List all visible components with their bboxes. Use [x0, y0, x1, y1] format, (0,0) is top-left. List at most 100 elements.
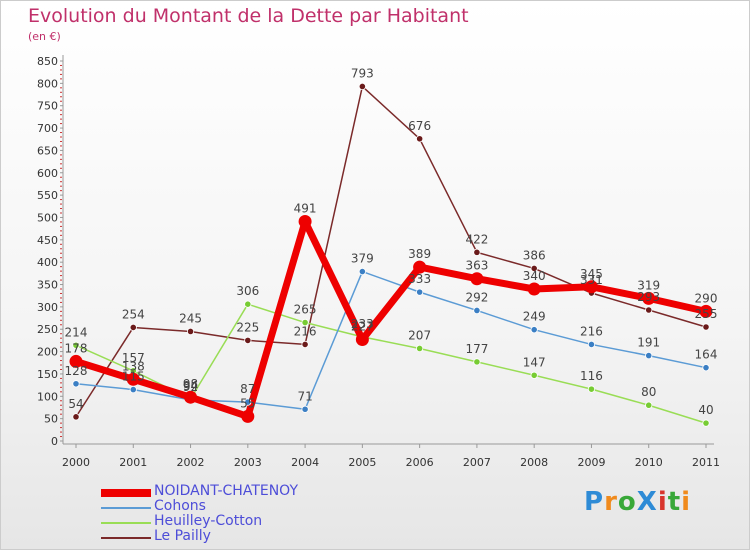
y-tick-label: 100 — [37, 390, 58, 403]
y-tick-label: 200 — [37, 346, 58, 359]
data-label-heuilley-cotton: 265 — [294, 303, 317, 317]
legend-swatch-cohons — [101, 507, 151, 509]
logo-letter: o — [617, 487, 637, 517]
data-label-cohons: 92 — [183, 380, 198, 394]
series-line-heuilley-cotton — [75, 303, 707, 424]
data-label-noidant-chatenoy: 491 — [294, 201, 317, 215]
data-label-noidant-chatenoy: 227 — [351, 320, 374, 334]
data-point-noidant-chatenoy — [584, 280, 598, 294]
legend-swatch-le-pailly — [101, 537, 151, 539]
data-point-heuilley-cotton — [702, 419, 710, 427]
logo-letter: i — [657, 487, 668, 517]
data-label-heuilley-cotton: 306 — [236, 284, 259, 298]
data-point-heuilley-cotton — [416, 344, 424, 353]
data-label-le-pailly: 422 — [465, 232, 488, 246]
data-label-cohons: 164 — [695, 348, 718, 362]
y-tick-label: 300 — [37, 301, 58, 314]
data-label-le-pailly: 676 — [408, 119, 431, 133]
data-label-noidant-chatenoy: 340 — [523, 269, 546, 283]
data-point-noidant-chatenoy — [413, 260, 427, 274]
x-tick-label: 2001 — [119, 456, 147, 469]
data-label-noidant-chatenoy: 55 — [240, 396, 255, 410]
logo-letter: t — [667, 487, 682, 517]
y-tick-label: 350 — [37, 279, 58, 292]
y-tick-label: 0 — [51, 435, 58, 448]
data-label-cohons: 249 — [523, 310, 546, 324]
data-point-le-pailly — [645, 306, 653, 314]
y-tick-label: 50 — [44, 413, 58, 426]
data-label-cohons: 333 — [408, 272, 431, 286]
data-label-cohons: 128 — [65, 364, 88, 378]
series-line-le-pailly — [75, 85, 707, 418]
data-label-le-pailly: 793 — [351, 66, 374, 80]
data-point-cohons — [473, 306, 481, 315]
data-label-noidant-chatenoy: 345 — [580, 267, 603, 281]
y-tick-label: 550 — [37, 189, 58, 202]
y-tick-label: 650 — [37, 144, 58, 157]
data-label-cohons: 87 — [240, 382, 255, 396]
x-tick-label: 2009 — [577, 456, 605, 469]
data-label-le-pailly: 54 — [68, 397, 83, 411]
data-point-le-pailly — [301, 340, 309, 349]
data-label-heuilley-cotton: 214 — [65, 325, 88, 339]
logo-letter: i — [681, 487, 692, 517]
data-point-noidant-chatenoy — [69, 354, 83, 368]
data-label-noidant-chatenoy: 319 — [637, 278, 660, 292]
data-point-le-pailly — [186, 327, 195, 336]
data-label-le-pailly: 225 — [236, 320, 259, 334]
legend-label-noidant-chatenoy: NOIDANT-CHATENOY — [154, 483, 298, 499]
y-tick-label: 850 — [37, 55, 58, 68]
data-label-noidant-chatenoy: 290 — [695, 291, 718, 305]
data-point-noidant-chatenoy — [642, 291, 656, 305]
data-label-le-pailly: 255 — [695, 307, 718, 321]
data-label-le-pailly: 386 — [523, 248, 546, 262]
y-tick-label: 750 — [37, 100, 58, 113]
data-point-cohons — [587, 340, 596, 349]
series-line-cohons — [75, 270, 707, 411]
y-tick-label: 500 — [37, 211, 58, 224]
data-point-heuilley-cotton — [301, 318, 309, 327]
y-tick-label: 250 — [37, 323, 58, 336]
data-label-noidant-chatenoy: 98 — [183, 377, 198, 391]
data-point-noidant-chatenoy — [470, 272, 484, 286]
y-tick-label: 600 — [37, 167, 58, 180]
data-point-heuilley-cotton — [244, 300, 252, 308]
y-tick-label: 400 — [37, 256, 58, 269]
data-point-noidant-chatenoy — [126, 372, 140, 386]
data-label-heuilley-cotton: 177 — [465, 342, 488, 356]
data-point-cohons — [530, 326, 538, 334]
chart-unit: (en €) — [28, 30, 61, 43]
proxiti-logo: ProXiti — [584, 487, 691, 517]
x-tick-label: 2008 — [520, 456, 548, 469]
data-point-heuilley-cotton — [530, 371, 538, 379]
data-point-cohons — [702, 364, 710, 372]
data-label-noidant-chatenoy: 363 — [465, 259, 488, 273]
data-point-noidant-chatenoy — [241, 409, 255, 423]
data-point-noidant-chatenoy — [699, 304, 713, 318]
x-tick-label: 2006 — [406, 456, 434, 469]
data-point-cohons — [645, 352, 653, 360]
data-point-cohons — [129, 385, 137, 394]
data-point-noidant-chatenoy — [527, 282, 541, 296]
logo-letter: r — [604, 487, 618, 517]
data-point-cohons — [416, 288, 424, 296]
data-label-le-pailly: 254 — [122, 307, 145, 321]
data-label-heuilley-cotton: 94 — [183, 379, 198, 393]
data-point-le-pailly — [416, 135, 424, 143]
data-point-le-pailly — [702, 323, 710, 331]
x-tick-label: 2002 — [177, 456, 205, 469]
x-tick-label: 2010 — [635, 456, 663, 469]
legend-swatch-noidant-chatenoy — [101, 489, 151, 497]
data-point-noidant-chatenoy — [184, 390, 198, 404]
data-label-cohons: 379 — [351, 252, 374, 266]
logo-letter: P — [584, 487, 605, 517]
data-label-le-pailly: 216 — [294, 324, 317, 338]
y-tick-label: 800 — [37, 77, 58, 90]
x-tick-label: 2007 — [463, 456, 491, 469]
data-label-noidant-chatenoy: 178 — [65, 341, 88, 355]
logo-letter: X — [636, 487, 658, 517]
data-label-le-pailly: 245 — [179, 311, 202, 325]
legend-label-cohons: Cohons — [154, 498, 206, 514]
legend-swatch-heuilley-cotton — [101, 522, 151, 524]
data-label-le-pailly: 293 — [637, 290, 660, 304]
